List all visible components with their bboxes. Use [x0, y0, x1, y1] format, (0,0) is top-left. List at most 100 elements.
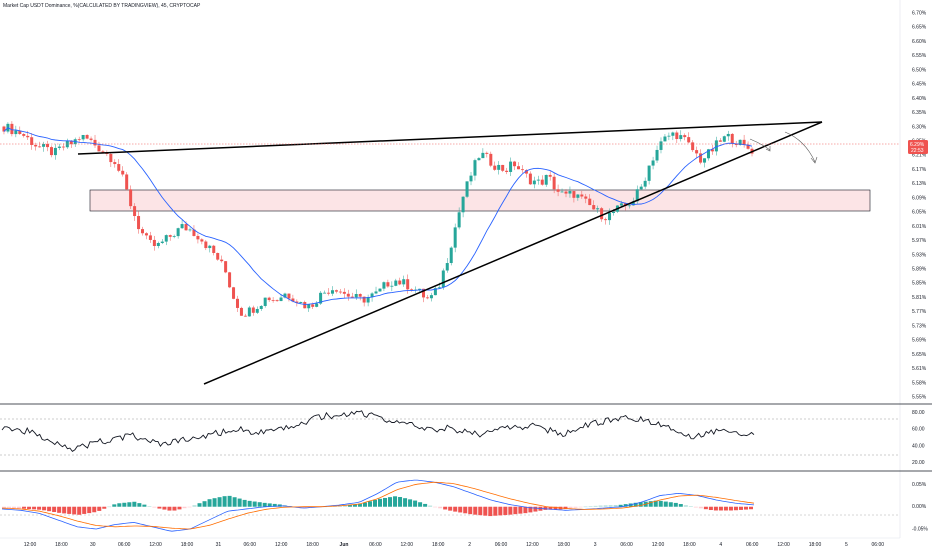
candle-body: [659, 141, 663, 150]
candle-body: [742, 139, 746, 145]
candle-body: [655, 149, 659, 161]
projection-arrowhead: [810, 156, 818, 164]
candle-body: [148, 235, 152, 240]
time-tick-label: 06:00: [495, 542, 508, 548]
candle-body: [180, 224, 184, 229]
candle-body: [10, 123, 14, 135]
candle-body: [667, 135, 671, 137]
time-tick-label: 18:00: [432, 542, 445, 548]
candle-body: [604, 219, 608, 221]
macd-histogram-bar: [433, 506, 438, 508]
rsi-tick-label: 20.00: [912, 460, 925, 466]
resistance-trendline[interactable]: [77, 121, 823, 155]
macd-histogram-bar: [653, 500, 658, 507]
price-tick-label: 5.93%: [912, 252, 927, 258]
macd-histogram-bar: [393, 496, 398, 507]
candle-body: [85, 134, 89, 139]
candle-body: [342, 291, 346, 294]
candle-body: [235, 298, 239, 308]
time-tick-label: 06:00: [118, 542, 131, 548]
candle-body: [30, 137, 34, 145]
macd-histogram-bar: [673, 502, 678, 507]
macd-histogram-bar: [683, 505, 688, 507]
candle-body: [695, 150, 699, 154]
rsi-axis[interactable]: 80.00 60.00 40.00 20.00: [912, 410, 925, 466]
time-axis[interactable]: 12:00 18:00 30 06:00 12:00 18:00 31 06:00 12:00 1…: [24, 542, 885, 548]
macd-histogram-bar: [743, 506, 748, 510]
projection-arrow-short[interactable]: [749, 138, 771, 151]
macd-tick-label: 0.05%: [912, 482, 927, 488]
candle-body: [374, 291, 378, 294]
time-tick-label: 18:00: [683, 542, 696, 548]
candle-body: [425, 297, 429, 299]
candle-body: [552, 176, 556, 190]
candle-body: [49, 147, 53, 156]
macd-histogram-bar: [388, 497, 393, 507]
candle-body: [477, 158, 481, 161]
macd-histogram-bar: [548, 506, 553, 510]
macd-histogram-bar: [478, 506, 483, 516]
macd-histogram-bar: [578, 506, 583, 508]
macd-histogram-bar: [693, 506, 698, 508]
candle-body: [596, 208, 600, 210]
time-tick-label: 12:00: [652, 542, 665, 548]
price-axis[interactable]: 6.70% 6.65% 6.60% 6.55% 6.50% 6.45% 6.40% 6.35%…: [912, 11, 927, 401]
candle-body: [362, 296, 366, 303]
macd-axis[interactable]: 0.05% 0.00% -0.05%: [912, 482, 928, 533]
macd-histogram-bar: [463, 506, 468, 514]
macd-histogram-bar: [728, 506, 733, 511]
time-tick-label: 12:00: [777, 542, 790, 548]
candle-body: [323, 292, 327, 294]
time-tick-label: 18:00: [809, 542, 822, 548]
candle-body: [548, 174, 552, 177]
macd-histogram-bar: [252, 501, 257, 507]
macd-histogram-bar: [603, 505, 608, 507]
candle-body: [334, 290, 338, 292]
candle-body: [619, 203, 623, 206]
macd-histogram-bar: [508, 506, 513, 515]
macd-histogram-bar: [117, 503, 122, 507]
macd-histogram-bar: [127, 502, 132, 507]
macd-histogram-bar: [613, 505, 618, 507]
macd-histogram-bar: [192, 505, 197, 507]
candle-body: [327, 292, 331, 294]
macd-histogram-bar: [12, 506, 17, 509]
price-tick-label: 6.21%: [912, 153, 927, 159]
time-tick-label: 12:00: [149, 542, 162, 548]
macd-histogram-bar: [142, 504, 147, 507]
candle-body: [501, 164, 505, 171]
macd-histogram-bar: [563, 506, 568, 510]
candle-body: [117, 164, 121, 171]
candle-body: [330, 290, 334, 294]
macd-tick-label: -0.05%: [912, 527, 928, 533]
candle-body: [402, 279, 406, 285]
macd-histogram-bar: [147, 506, 152, 507]
candle-body: [718, 140, 722, 142]
candle-body: [101, 151, 105, 153]
candle-body: [295, 301, 299, 303]
macd-histogram-bar: [57, 506, 62, 513]
candle-body: [192, 229, 196, 236]
projection-arrow-long[interactable]: [784, 131, 816, 163]
candle-body: [469, 175, 473, 182]
macd-histogram-bar: [167, 506, 172, 511]
candle-body: [710, 149, 714, 152]
rsi-tick-label: 40.00: [912, 443, 925, 449]
candle-body: [354, 294, 358, 298]
time-tick-label: 12:00: [526, 542, 539, 548]
candle-body: [133, 206, 137, 217]
macd-histogram-bar: [443, 506, 448, 510]
macd-histogram-bar: [438, 506, 443, 509]
candle-body: [706, 149, 710, 159]
macd-histogram-bar: [698, 506, 703, 509]
candle-body: [513, 161, 517, 167]
time-tick-label: 5: [845, 542, 848, 548]
pink-zone[interactable]: [89, 189, 871, 212]
macd-histogram-bar: [102, 506, 107, 509]
macd-histogram-bar: [232, 497, 237, 507]
candle-body: [461, 196, 465, 213]
support-trendline[interactable]: [203, 121, 823, 385]
candle-body: [378, 288, 382, 292]
macd-histogram-bar: [633, 502, 638, 507]
